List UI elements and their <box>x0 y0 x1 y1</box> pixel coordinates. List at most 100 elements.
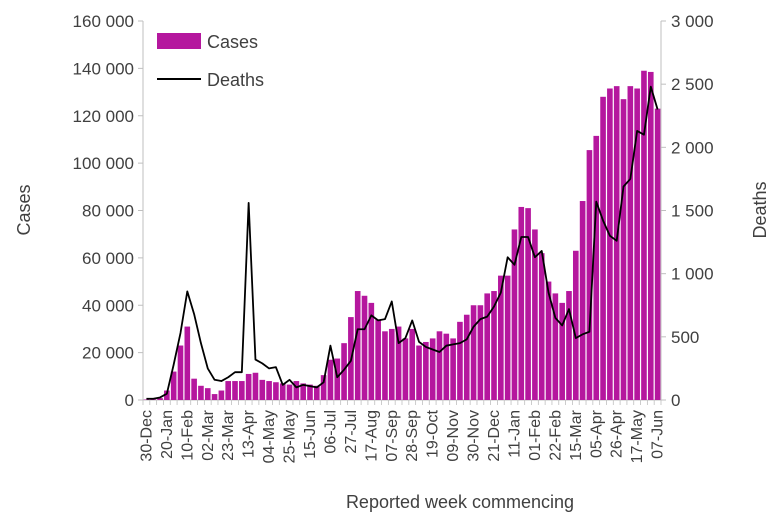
cases-bar <box>532 229 538 400</box>
cases-bar <box>382 331 388 400</box>
cases-bar <box>613 86 620 400</box>
x-tick-label: 06-Jul <box>322 410 339 454</box>
legend: Cases Deaths <box>157 32 264 90</box>
cases-bar <box>457 321 463 400</box>
cases-bar <box>409 328 416 400</box>
y-right-tick-label: 2 500 <box>671 75 714 94</box>
cases-bar <box>572 250 579 400</box>
x-tick-label: 07-Sep <box>384 410 401 462</box>
cases-bar <box>484 293 491 400</box>
cases-bar <box>375 319 381 400</box>
x-tick-label: 20-Jan <box>159 410 176 459</box>
cases-bar <box>354 291 361 400</box>
x-tick-label: 07-Jun <box>650 410 667 459</box>
y-left-tick-label: 120 000 <box>73 107 134 126</box>
cases-bar <box>204 388 211 400</box>
cases-bar <box>463 314 470 400</box>
cases-bar <box>273 382 279 400</box>
x-tick-label: 17-Aug <box>363 410 380 462</box>
cases-bar <box>191 378 197 400</box>
cases-bar <box>566 291 572 400</box>
deaths-line-group <box>146 85 659 400</box>
cases-bar <box>198 385 204 400</box>
legend-cases-swatch <box>157 33 201 49</box>
x-tick-label: 21-Dec <box>486 410 503 462</box>
cases-bar <box>170 371 177 400</box>
cases-bar <box>654 108 661 401</box>
y-left-tick-label: 140 000 <box>73 59 134 78</box>
cases-bar <box>388 328 395 400</box>
cases-bar <box>436 331 443 400</box>
cases-bar <box>341 343 347 400</box>
cases-bar <box>395 326 402 400</box>
y-right-tick-label: 1 000 <box>671 265 714 284</box>
cases-bar <box>368 302 375 400</box>
cases-bar <box>225 381 232 400</box>
legend-deaths-label: Deaths <box>207 70 264 90</box>
x-tick-label: 13-Apr <box>241 409 258 458</box>
cases-bar <box>559 302 565 400</box>
x-tick-label: 23-Mar <box>220 409 237 460</box>
x-tick-label: 10-Feb <box>179 410 196 461</box>
cases-bar <box>450 338 456 400</box>
cases-bar <box>334 358 341 400</box>
cases-bar <box>245 373 252 400</box>
cases-bar <box>538 253 545 400</box>
cases-bar <box>177 345 184 400</box>
cases-bar <box>429 338 436 400</box>
cases-bar <box>511 229 518 400</box>
x-axis-label: Reported week commencing <box>346 492 574 512</box>
cases-bar <box>491 291 497 400</box>
cases-bar <box>518 206 525 400</box>
cases-bar <box>184 326 191 400</box>
cases-bar <box>402 338 409 400</box>
y-left-tick-label: 20 000 <box>82 344 134 363</box>
x-tick-label: 09-Nov <box>445 410 462 462</box>
cases-bar <box>477 305 484 400</box>
cases-bar <box>266 381 272 400</box>
cases-bar <box>232 381 238 400</box>
x-tick-label: 11-Jan <box>506 410 523 458</box>
x-tick-label: 19-Oct <box>425 409 442 458</box>
y-left-tick-label: 100 000 <box>73 154 134 173</box>
y-right-tick-label: 2 000 <box>671 138 714 157</box>
cases-bar <box>286 384 293 400</box>
deaths-line <box>146 85 659 400</box>
cases-bar <box>313 385 320 400</box>
legend-cases-label: Cases <box>207 32 258 52</box>
x-tick-label: 25-May <box>282 410 299 463</box>
left-axis-tick-labels: 0 20 000 40 000 60 000 80 000 100 000 120 000 1… <box>73 12 134 410</box>
x-tick-label: 27-Jul <box>343 410 360 454</box>
x-tick-label: 02-Mar <box>200 409 217 460</box>
cases-bar <box>552 293 559 400</box>
cases-bar <box>607 88 613 401</box>
x-tick-label: 28-Sep <box>404 410 421 462</box>
cases-bar <box>545 281 552 400</box>
x-tick-label: 15-Jun <box>302 410 319 459</box>
cases-bar <box>150 399 157 400</box>
cases-bar <box>620 99 627 400</box>
cases-bar <box>327 359 334 400</box>
x-tick-label: 17-May <box>629 410 646 463</box>
y-right-tick-label: 1 500 <box>671 202 714 221</box>
cases-bar <box>443 333 450 400</box>
cases-bar <box>470 305 477 400</box>
x-tick-label: 04-May <box>261 410 278 463</box>
y-left-tick-label: 160 000 <box>73 12 134 31</box>
cases-bar <box>164 390 170 400</box>
y-right-tick-label: 0 <box>671 391 680 410</box>
x-tick-label: 01-Feb <box>527 410 544 461</box>
x-tick-label: 22-Feb <box>547 410 564 461</box>
y-axis-right-label: Deaths <box>750 181 770 238</box>
cases-bar <box>647 71 654 400</box>
cases-bar <box>259 379 266 400</box>
cases-bar <box>361 295 368 400</box>
right-axis-tick-labels: 0 500 1 000 1 500 2 000 2 500 3 000 <box>671 12 714 410</box>
cases-bar <box>416 345 422 400</box>
cases-bars <box>143 70 661 401</box>
cases-bar <box>320 375 327 400</box>
y-axis-left-label: Cases <box>14 184 34 235</box>
cases-bar <box>423 341 429 400</box>
cases-bar <box>157 398 163 400</box>
